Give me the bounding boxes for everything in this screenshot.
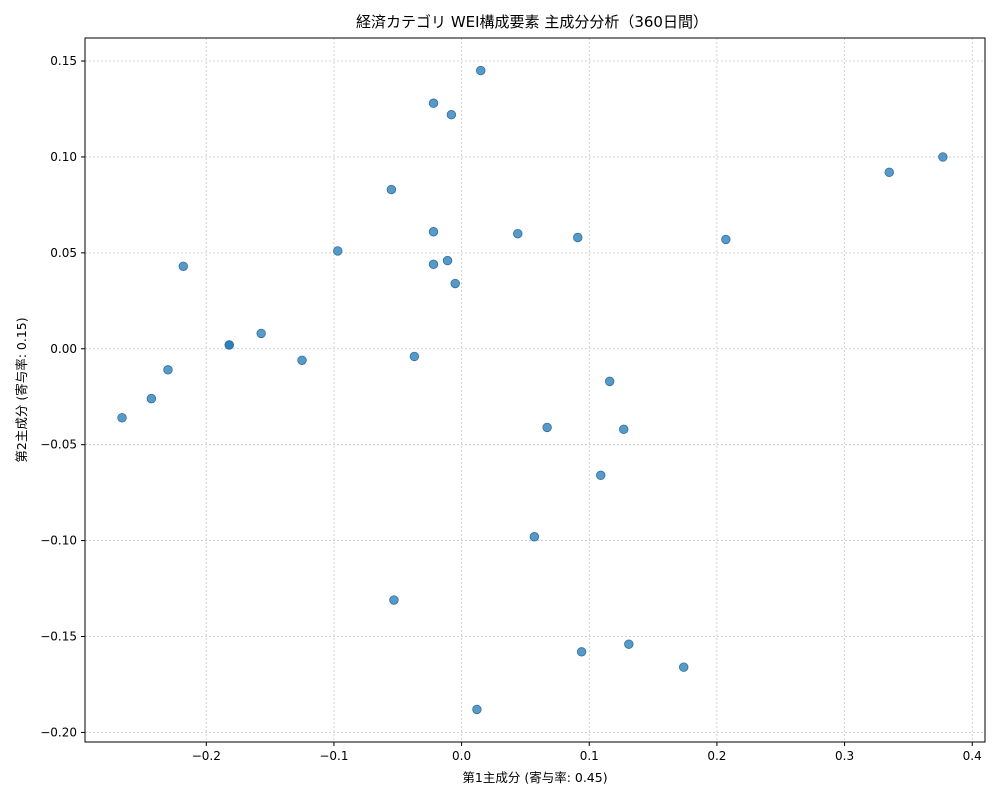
- scatter-point: [619, 424, 629, 435]
- x-tick-label: 0.0: [452, 749, 471, 763]
- scatter-point: [576, 647, 587, 657]
- scatter-point: [146, 393, 157, 404]
- scatter-point: [446, 110, 457, 120]
- scatter-point: [513, 228, 523, 239]
- x-tick-label: 0.4: [963, 749, 982, 763]
- scatter-point: [938, 152, 948, 162]
- scatter-points: [117, 65, 948, 715]
- x-tick-label: 0.1: [580, 749, 599, 763]
- scatter-point: [386, 184, 397, 195]
- scatter-point: [178, 261, 188, 271]
- x-axis-label: 第1主成分 (寄与率: 0.45): [462, 770, 607, 785]
- y-tick-label: 0.05: [50, 246, 77, 260]
- scatter-point: [596, 470, 606, 481]
- y-tick-label: 0.00: [50, 342, 77, 356]
- scatter-point: [389, 595, 399, 605]
- scatter-point: [428, 227, 439, 237]
- scatter-point: [117, 413, 127, 423]
- y-tick-label: 0.15: [50, 54, 77, 68]
- scatter-point: [721, 234, 731, 245]
- y-tick-label: −0.10: [40, 534, 77, 548]
- scatter-point: [442, 255, 453, 266]
- scatter-point: [256, 328, 266, 339]
- grid-lines: [85, 38, 985, 742]
- scatter-point: [428, 98, 439, 108]
- chart-title: 経済カテゴリ WEI構成要素 主成分分析（360日間）: [356, 13, 708, 31]
- scatter-point: [450, 278, 460, 289]
- scatter-point: [163, 365, 173, 375]
- scatter-point: [409, 351, 420, 362]
- y-tick-label: −0.20: [40, 725, 77, 739]
- y-tick-label: −0.15: [40, 629, 77, 643]
- y-tick-label: −0.05: [40, 438, 77, 452]
- scatter-point: [884, 167, 894, 177]
- scatter-point: [624, 639, 634, 649]
- y-tick-label: 0.10: [50, 150, 77, 164]
- x-tick-label: −0.1: [319, 749, 348, 763]
- scatter-point: [472, 704, 482, 715]
- x-tick-label: 0.2: [707, 749, 726, 763]
- scatter-point: [604, 376, 615, 387]
- scatter-point: [476, 65, 486, 76]
- scatter-point: [297, 355, 307, 365]
- x-tick-label: 0.3: [835, 749, 854, 763]
- scatter-point: [333, 246, 343, 256]
- scatter-point: [428, 259, 439, 270]
- scatter-point: [529, 532, 540, 542]
- y-axis-label: 第2主成分 (寄与率: 0.15): [14, 317, 29, 462]
- scatter-point: [679, 662, 689, 672]
- scatter-point: [542, 422, 552, 433]
- x-tick-label: −0.2: [192, 749, 221, 763]
- scatter-point: [224, 340, 234, 350]
- axis-ticks: −0.2 −0.1 0.0 0.1 0.2 0.3 0.4 −0.20 −0.15 −0.10 −0…: [40, 54, 982, 763]
- plot-area-frame: [84, 37, 986, 743]
- scatter-point: [573, 232, 583, 243]
